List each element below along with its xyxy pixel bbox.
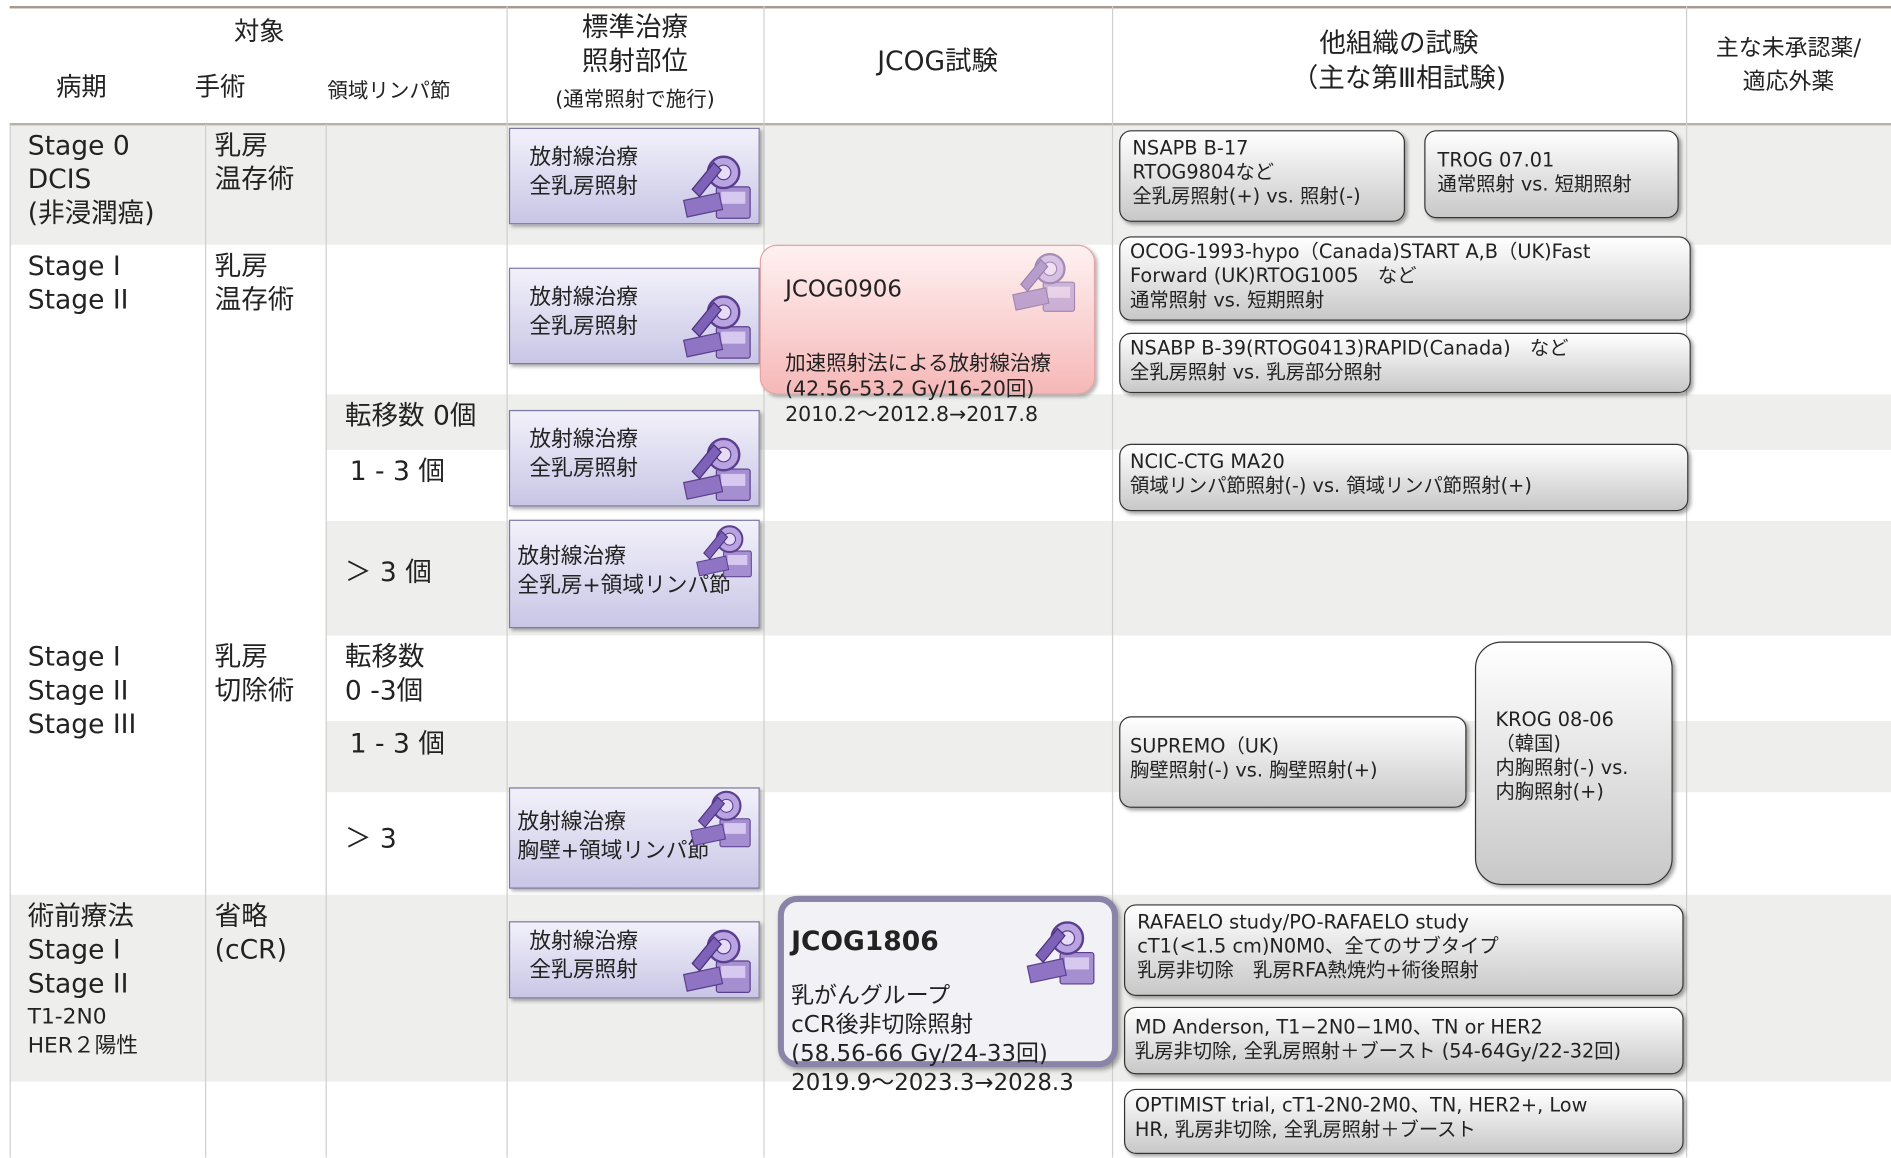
machine-icon <box>686 789 754 849</box>
trial-box: TROG 07.01 通常照射 vs. 短期照射 <box>1424 130 1679 219</box>
standard-text: 放射線治療 全乳房照射 <box>529 284 638 339</box>
jcog-id: JCOG1806 <box>791 927 939 958</box>
column-line <box>506 6 508 1158</box>
standard-text: 放射線治療 全乳房照射 <box>529 928 638 983</box>
machine-icon <box>1009 251 1077 314</box>
jcog-box: JCOG1806 乳がんグループ cCR後非切除照射 (58.56-66 Gy/… <box>777 895 1118 1096</box>
trial-box: OPTIMIST trial, cT1-2N0-2M0、TN, HER2+, L… <box>1123 1088 1684 1154</box>
machine-icon <box>1023 919 1098 987</box>
standard-box: 放射線治療 全乳房照射 <box>508 921 760 999</box>
surgery-cell: 乳房 温存術 <box>214 131 295 196</box>
standard-text: 放射線治療 全乳房照射 <box>529 426 638 482</box>
surgery-cell: 省略 (cCR) <box>214 901 287 966</box>
jcog-text: 加速照射法による放射線治療 (42.56-53.2 Gy/16-20回) 201… <box>785 352 1052 427</box>
header-other: 他組織の試験 <box>1319 28 1479 60</box>
standard-box: 放射線治療 全乳房+領域リンパ節 <box>508 519 760 629</box>
header-standard-note: (通常照射で施行) <box>555 88 715 113</box>
standard-box: 放射線治療 全乳房照射 <box>508 409 760 507</box>
machine-icon <box>693 523 753 578</box>
machine-icon <box>679 435 754 503</box>
trial-box: NSABP B-39(RTOG0413)RAPID(Canada) など 全乳房… <box>1119 332 1691 394</box>
stage-note: T1-2N0 HER２陽性 <box>27 1004 138 1059</box>
nodes-cell: ＞ 3 <box>344 824 397 855</box>
nodes-cell: 1 - 3 個 <box>349 729 445 760</box>
standard-box: 放射線治療 胸壁+領域リンパ節 <box>508 787 760 889</box>
nodes-cell: ＞ 3 個 <box>344 558 432 589</box>
header-unapproved: 主な未承認薬/ 適応外薬 <box>1715 34 1862 96</box>
header-standard: 標準治療 照射部位 <box>581 13 689 78</box>
trial-box: NSAPB B-17 RTOG9804など 全乳房照射(+) vs. 照射(-) <box>1119 130 1405 222</box>
surgery-cell: 乳房 切除術 <box>214 642 295 707</box>
jcog-id: JCOG0906 <box>785 276 902 303</box>
header-rule <box>9 122 1891 126</box>
header-stage: 病期 <box>56 72 107 102</box>
column-line <box>9 124 11 1158</box>
surgery-cell: 乳房 温存術 <box>214 252 295 316</box>
header-jcog: JCOG試験 <box>877 47 999 78</box>
stage-cell: Stage I Stage II Stage III <box>27 642 137 741</box>
column-line <box>325 124 327 1158</box>
trial-box: OCOG-1993-hypo（Canada)START A,B（UK)Fast … <box>1119 236 1691 321</box>
header-target: 対象 <box>233 16 285 46</box>
header-nodes: 領域リンパ節 <box>327 79 451 104</box>
standard-text: 放射線治療 全乳房+領域リンパ節 <box>517 543 731 599</box>
top-rule <box>9 6 1891 9</box>
standard-box: 放射線治療 全乳房照射 <box>508 127 760 225</box>
nodes-cell: 転移数 0 -3個 <box>344 642 425 707</box>
trial-box: KROG 08-06 （韓国) 内胸照射(-) vs. 内胸照射(+) <box>1474 641 1673 886</box>
column-line <box>1685 6 1688 1158</box>
machine-icon <box>679 293 754 361</box>
nodes-cell: 転移数 0個 <box>344 401 477 432</box>
trial-box: NCIC-CTG MA20 領域リンパ節照射(-) vs. 領域リンパ節照射(+… <box>1119 443 1689 512</box>
column-line <box>1111 6 1114 1158</box>
column-line <box>205 124 207 1158</box>
jcog-box: JCOG0906 加速照射法による放射線治療 (42.56-53.2 Gy/16… <box>759 244 1096 427</box>
trial-box: RAFAELO study/PO-RAFAELO study cT1(<1.5 … <box>1123 904 1684 996</box>
standard-box: 放射線治療 全乳房照射 <box>508 267 760 365</box>
stage-cell: Stage I Stage II <box>27 252 129 316</box>
trial-box: MD Anderson, T1−2N0−1M0、TN or HER2 乳房非切除… <box>1123 1006 1684 1075</box>
machine-icon <box>679 153 754 221</box>
stage-cell: 術前療法 Stage I Stage II <box>27 901 134 1000</box>
stage-cell: Stage 0 DCIS (非浸潤癌) <box>27 131 155 230</box>
standard-text: 放射線治療 全乳房照射 <box>529 144 638 199</box>
header-other-sub: （主な第Ⅲ相試験) <box>1291 63 1507 95</box>
jcog-text: 乳がんグループ cCR後非切除照射 (58.56-66 Gy/24-33回) 2… <box>791 982 1074 1097</box>
header-surgery: 手術 <box>194 72 246 102</box>
machine-icon <box>679 927 754 995</box>
trial-box: SUPREMO（UK) 胸壁照射(-) vs. 胸壁照射(+) <box>1119 716 1467 808</box>
column-line <box>763 6 765 1158</box>
nodes-cell: 1 - 3 個 <box>349 456 445 488</box>
standard-text: 放射線治療 胸壁+領域リンパ節 <box>517 809 710 864</box>
